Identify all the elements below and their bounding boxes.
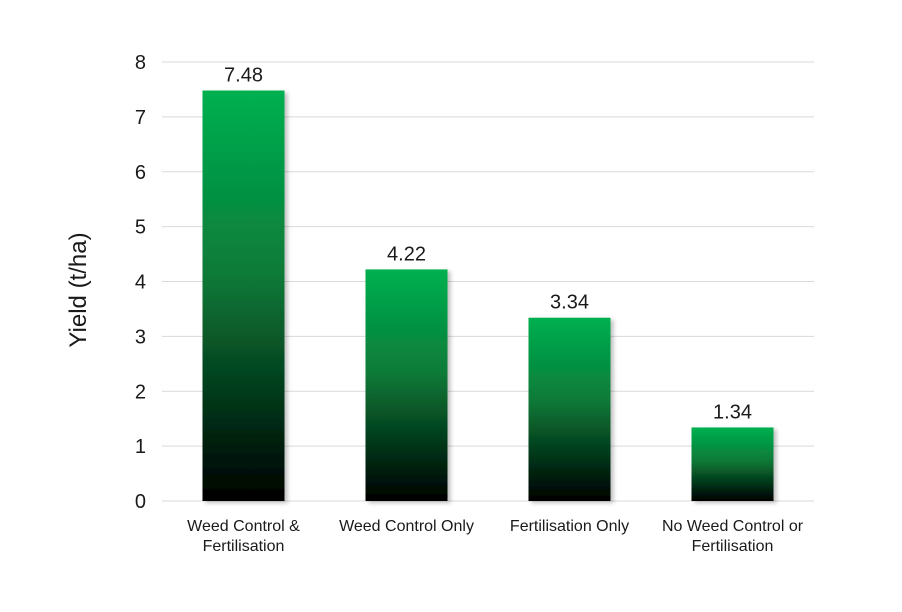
x-tick-label: No Weed Control or Fertilisation [662, 518, 804, 555]
y-tick-label: 7 [135, 107, 146, 129]
y-tick-label: 5 [135, 217, 146, 239]
x-axis-ticks: Weed Control & Fertilisation Weed Control … [187, 518, 804, 555]
bar [528, 317, 611, 501]
y-tick-label: 8 [135, 52, 146, 74]
y-tick-label: 6 [135, 162, 146, 184]
bars [202, 90, 774, 501]
y-tick-label: 0 [135, 491, 146, 513]
value-label: 3.34 [550, 292, 589, 314]
y-axis-label: Yield (t/ha) [65, 232, 92, 347]
value-labels: 7.48 4.22 3.34 1.34 [224, 65, 752, 424]
y-tick-label: 1 [135, 436, 146, 458]
value-label: 1.34 [713, 401, 752, 423]
y-tick-label: 4 [135, 272, 146, 294]
value-label: 4.22 [387, 243, 426, 265]
x-tick-label: Weed Control Only [339, 518, 474, 535]
y-axis-ticks: 0 1 2 3 4 5 6 7 8 [135, 52, 146, 513]
bar [691, 427, 774, 501]
y-tick-label: 3 [135, 326, 146, 348]
x-tick-label: Fertilisation Only [510, 518, 629, 535]
value-label: 7.48 [224, 65, 263, 87]
bar [202, 90, 285, 501]
x-tick-label: Weed Control & Fertilisation [187, 518, 300, 555]
y-tick-label: 2 [135, 381, 146, 403]
bar [365, 269, 448, 501]
